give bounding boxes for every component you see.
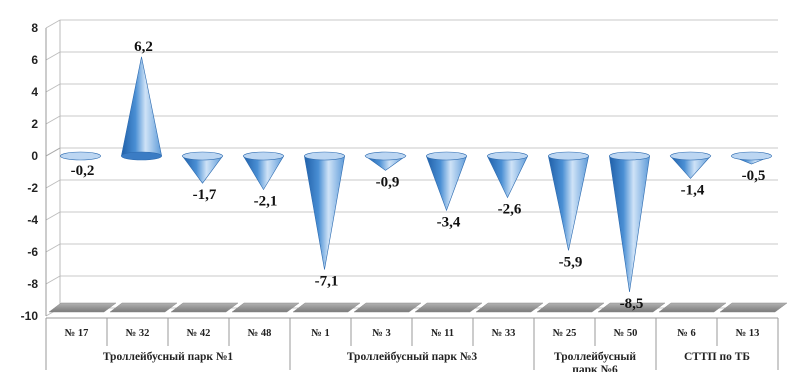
x-tick-label: № 13 [736, 328, 760, 339]
x-tick-label: № 48 [248, 328, 272, 339]
group-label: СТТП по ТБ [684, 351, 750, 363]
data-label: -0,5 [742, 168, 766, 184]
floor-slab [109, 302, 178, 313]
x-tick-label: № 50 [614, 328, 638, 339]
x-tick-label: № 1 [311, 328, 329, 339]
x-tick-label: № 33 [492, 328, 516, 339]
cone-bar [731, 151, 772, 165]
cone-bar [486, 151, 529, 199]
cone-bar [364, 151, 407, 171]
floor-slab [475, 302, 544, 313]
floor-slab [536, 302, 605, 313]
floor-slab [353, 302, 422, 313]
cone-bar [609, 151, 650, 293]
gridline-diag [45, 275, 61, 285]
cone-bar [669, 151, 712, 179]
x-tick-label: № 17 [65, 328, 89, 339]
floor-slab [414, 302, 483, 313]
gridline-diag [45, 243, 61, 253]
data-label: -0,9 [376, 174, 400, 190]
cone-bar [425, 151, 468, 212]
gridline-diag [45, 179, 61, 189]
group-label: парк №6 [572, 364, 618, 372]
y-tick-label: 4 [31, 85, 38, 99]
data-label: -3,4 [437, 214, 461, 230]
cone-bar [121, 56, 162, 161]
x-tick-label: № 11 [431, 328, 454, 339]
data-label: -1,4 [681, 182, 705, 198]
cone-bar [547, 151, 590, 251]
group-label: Троллейбусный парк №3 [347, 351, 478, 363]
data-label: -7,1 [315, 274, 339, 290]
y-tick-label: -4 [27, 213, 38, 227]
y-tick-label: 6 [31, 53, 38, 67]
data-label: -0,2 [71, 163, 95, 179]
floor-slab [597, 302, 666, 313]
gridline-diag [45, 19, 61, 29]
gridline-diag [45, 115, 61, 125]
gridline-diag [45, 51, 61, 61]
x-tick-label: № 32 [126, 328, 150, 339]
data-label: -8,5 [620, 296, 644, 312]
y-tick-label: 0 [31, 149, 38, 163]
x-tick-label: № 25 [553, 328, 577, 339]
floor-slab [48, 302, 117, 313]
group-label: Троллейбусный [554, 351, 636, 363]
floor-slab [719, 302, 788, 313]
floor-slab [170, 302, 239, 313]
x-tick-label: № 6 [677, 328, 695, 339]
data-label: -5,9 [559, 254, 583, 270]
y-tick-label: 8 [31, 21, 38, 35]
floor-slab [292, 302, 361, 313]
floor-slab [658, 302, 727, 313]
cone-bar [242, 151, 285, 191]
cone-bar [181, 151, 224, 184]
data-label: 6,2 [134, 39, 153, 55]
y-tick-label: -10 [21, 309, 39, 323]
data-label: -2,6 [498, 202, 522, 218]
data-label: -1,7 [193, 187, 217, 203]
y-tick-label: -6 [27, 245, 38, 259]
zero-line-diag [45, 147, 61, 157]
y-tick-label: 2 [31, 117, 38, 131]
group-label: Троллейбусный парк №1 [103, 351, 234, 363]
cone-bar [60, 151, 101, 161]
y-tick-label: -8 [27, 277, 38, 291]
cone-bar [304, 151, 345, 270]
y-tick-label: -2 [27, 181, 38, 195]
x-tick-label: № 42 [187, 328, 211, 339]
floor-slab [231, 302, 300, 313]
gridline-diag [45, 211, 61, 221]
x-tick-label: № 3 [372, 328, 390, 339]
gridline-diag [45, 83, 61, 93]
data-label: -2,1 [254, 194, 278, 210]
